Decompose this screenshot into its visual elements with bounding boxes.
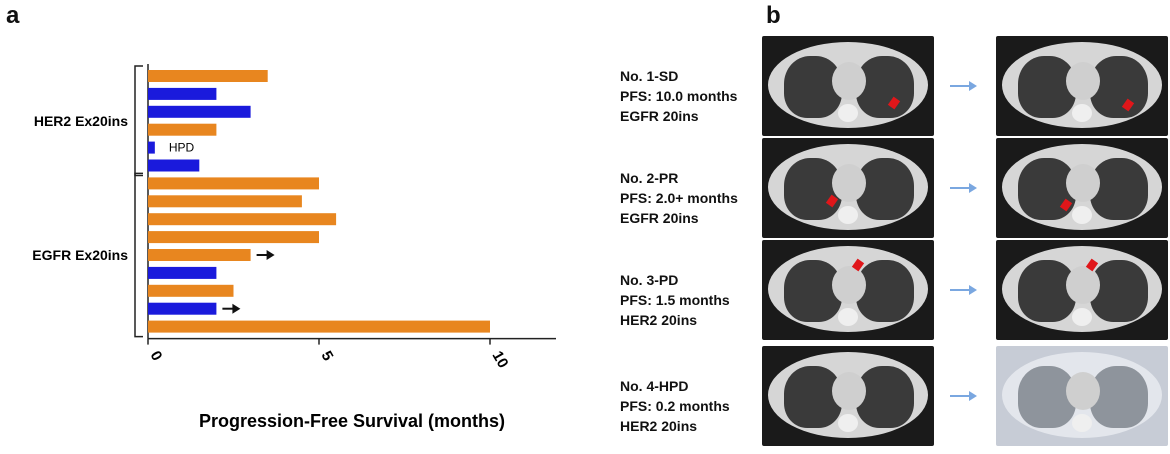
ct-scan-before xyxy=(762,138,934,238)
group-label: EGFR Ex20ins xyxy=(32,247,128,263)
x-tick-label: 5 xyxy=(318,348,337,364)
bar xyxy=(148,302,217,315)
group-bracket xyxy=(134,65,143,177)
bar xyxy=(148,195,302,208)
ct-scan-before xyxy=(762,346,934,446)
bar-annotation: HPD xyxy=(169,141,195,155)
case-pfs: PFS: 10.0 months xyxy=(620,88,738,104)
ct-scan-after xyxy=(996,346,1168,446)
ongoing-arrow-head xyxy=(232,303,241,314)
case-pfs: PFS: 1.5 months xyxy=(620,292,730,308)
case-caption: No. 1-SD PFS: 10.0 months EGFR 20ins xyxy=(620,66,737,126)
group-bracket xyxy=(134,172,143,338)
bar xyxy=(148,266,217,279)
ct-scan-before xyxy=(762,240,934,340)
pfs-bar-chart: 0 5 10 Progression-Free Survival (months) HP… xyxy=(32,64,556,431)
case-pfs: PFS: 2.0+ months xyxy=(620,190,738,206)
case-mutation: EGFR 20ins xyxy=(620,210,699,226)
panel-label-a: a xyxy=(6,2,20,29)
panel-label-b: b xyxy=(766,2,781,29)
ct-scan-after xyxy=(996,36,1168,136)
bar xyxy=(148,320,490,333)
case-caption: No. 3-PD PFS: 1.5 months HER2 20ins xyxy=(620,270,730,330)
case-mutation: HER2 20ins xyxy=(620,312,698,328)
bar xyxy=(148,177,319,190)
ct-scan-before xyxy=(762,36,934,136)
case-id: No. 1-SD xyxy=(620,68,679,84)
bar xyxy=(148,87,217,100)
x-tick-label: 0 xyxy=(147,348,166,364)
case-pfs: PFS: 0.2 months xyxy=(620,398,730,414)
case-id: No. 2-PR xyxy=(620,170,679,186)
progression-arrow-icon xyxy=(950,285,977,295)
bar xyxy=(148,159,200,172)
progression-arrow-icon xyxy=(950,391,977,401)
bar xyxy=(148,284,234,297)
case-caption: No. 4-HPD PFS: 0.2 months HER2 20ins xyxy=(620,376,730,436)
bar xyxy=(148,105,251,118)
ongoing-arrow-head xyxy=(266,250,275,260)
bar xyxy=(148,213,337,226)
case-caption: No. 2-PR PFS: 2.0+ months EGFR 20ins xyxy=(620,168,738,228)
case-id: No. 4-HPD xyxy=(620,378,689,394)
ct-scan-after xyxy=(996,138,1168,238)
group-label: HER2 Ex20ins xyxy=(34,113,128,129)
bar xyxy=(148,123,217,136)
progression-arrow-icon xyxy=(950,81,977,91)
bar xyxy=(148,70,268,82)
progression-arrow-icon xyxy=(950,183,977,193)
bar xyxy=(148,141,155,154)
case-mutation: HER2 20ins xyxy=(620,418,698,434)
case-mutation: EGFR 20ins xyxy=(620,108,699,124)
bar xyxy=(148,231,319,244)
x-tick-label: 10 xyxy=(489,348,512,371)
bar xyxy=(148,249,251,261)
x-axis-title: Progression-Free Survival (months) xyxy=(199,411,505,431)
case-id: No. 3-PD xyxy=(620,272,679,288)
ct-scan-after xyxy=(996,240,1168,340)
